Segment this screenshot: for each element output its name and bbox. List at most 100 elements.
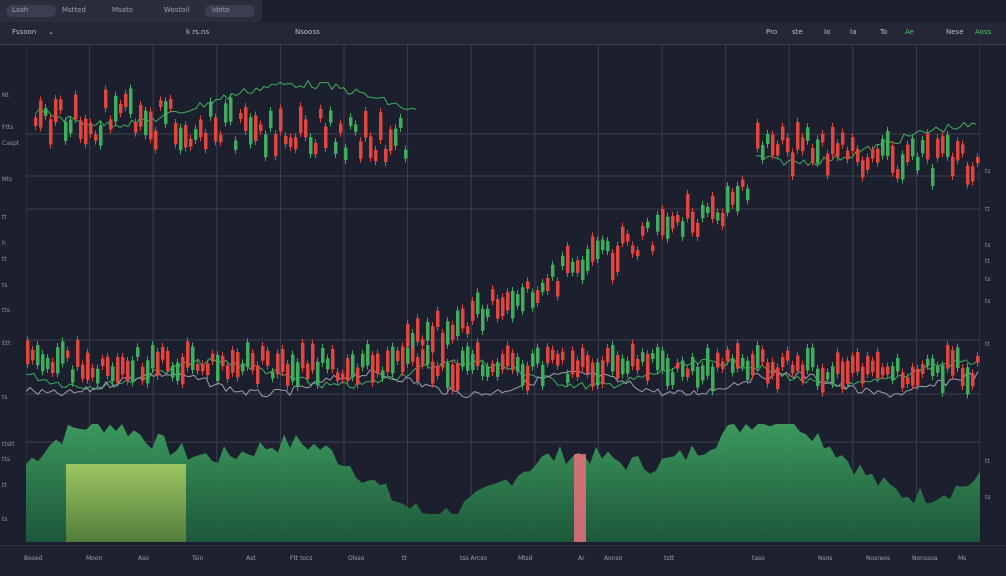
control-ste[interactable]: ste [792, 28, 803, 36]
candle-body [336, 372, 340, 381]
candle-body [401, 346, 405, 373]
candle-body [686, 193, 690, 219]
control-io[interactable]: Io [824, 28, 831, 36]
candle-body [671, 372, 675, 386]
candle-body [84, 118, 88, 145]
candle-body [951, 156, 955, 177]
candle-body [194, 129, 198, 140]
left-tick: h [2, 240, 6, 247]
candle-body [616, 355, 620, 379]
candle-body [636, 250, 640, 257]
candle-body [214, 117, 218, 142]
candle-body [746, 360, 750, 380]
left-tick: ts [2, 282, 8, 289]
candle-body [236, 352, 240, 378]
candle-body [26, 340, 30, 365]
candle-body [404, 149, 408, 159]
right-tick: ts [985, 242, 991, 249]
candle-body [436, 365, 440, 376]
candle-body [396, 350, 400, 362]
left-tick: ttstt [2, 441, 15, 448]
candle-body [586, 249, 590, 271]
candle-body [206, 363, 210, 376]
candle-body [456, 310, 460, 337]
control-nese[interactable]: Nese [946, 28, 964, 36]
symbol-label[interactable]: Fssoon [12, 28, 37, 36]
candle-body [211, 353, 215, 362]
candle-body [536, 290, 540, 303]
price-chart[interactable] [26, 44, 980, 542]
candle-body [124, 93, 128, 108]
candle-body [671, 216, 675, 229]
candle-body [726, 186, 730, 213]
control-to[interactable]: To [880, 28, 888, 36]
candle-body [411, 333, 415, 351]
candle-body [516, 357, 520, 372]
candle-body [456, 363, 460, 391]
candle-body [611, 253, 615, 281]
candle-body [551, 264, 555, 277]
left-tick: Nt [2, 92, 9, 99]
candle-body [936, 365, 940, 373]
candle-body [736, 185, 740, 212]
candle-body [251, 353, 255, 371]
candle-body [541, 282, 545, 292]
candle-body [421, 339, 425, 346]
candle-body [441, 332, 445, 353]
control-pro[interactable]: Pro [766, 28, 778, 36]
candle-body [256, 365, 260, 384]
footer-label: Nsos [818, 555, 833, 562]
tab-wostoil[interactable]: Wostoil [164, 6, 190, 14]
candle-body [836, 352, 840, 374]
candle-body [94, 134, 98, 141]
candle-body [776, 144, 780, 156]
candle-body [374, 149, 378, 162]
candle-body [371, 355, 375, 383]
dropdown-icon[interactable]: ⌄ [48, 28, 54, 36]
tab-mstted[interactable]: Mstted [62, 6, 86, 14]
tab-ideto[interactable]: Ideto [212, 6, 230, 14]
candle-body [711, 366, 715, 392]
candle-body [391, 346, 395, 374]
indicator-label[interactable]: k rs.ns [186, 28, 210, 36]
tab-msato[interactable]: Msato [112, 6, 134, 14]
left-tick: Ftts [2, 124, 14, 131]
candle-body [174, 122, 178, 145]
candle-body [334, 141, 338, 154]
tab-active[interactable] [6, 5, 56, 17]
candle-body [31, 349, 35, 361]
candle-body [486, 366, 490, 377]
candle-body [46, 357, 50, 369]
candle-body [731, 191, 735, 205]
candle-body [384, 148, 388, 163]
candle-body [681, 360, 685, 377]
candle-body [191, 346, 195, 370]
candle-body [184, 125, 188, 148]
candle-body [771, 134, 775, 156]
candle-body [916, 156, 920, 171]
footer-label: Aso [138, 555, 149, 562]
candle-body [386, 350, 390, 373]
candle-body [651, 245, 655, 252]
candle-body [91, 367, 95, 378]
candle-body [581, 259, 585, 281]
candle-body [791, 152, 795, 177]
candle-body [66, 350, 70, 358]
candle-body [144, 110, 148, 136]
control-ae[interactable]: Ae [905, 28, 914, 36]
candle-body [521, 287, 525, 312]
candle-body [316, 361, 320, 385]
candle-body [906, 144, 910, 163]
tab-highlight[interactable] [205, 5, 255, 17]
candle-body [346, 358, 350, 381]
candle-body [39, 100, 43, 128]
candle-body [766, 362, 770, 384]
candle-body [741, 357, 745, 368]
tab-lash[interactable]: Lash [12, 6, 29, 14]
candle-body [471, 300, 475, 321]
candle-body [156, 351, 160, 376]
candle-body [556, 281, 560, 297]
candle-body [51, 361, 55, 374]
control-ia[interactable]: Ia [850, 28, 857, 36]
candle-body [329, 110, 333, 123]
